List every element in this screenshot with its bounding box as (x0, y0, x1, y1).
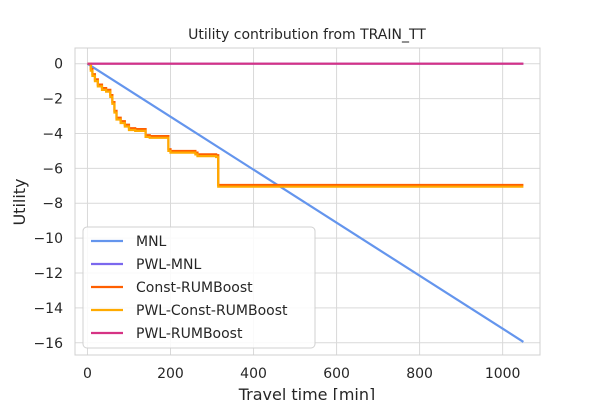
y-tick-label: 0 (54, 57, 63, 73)
y-tick-label: −16 (33, 336, 63, 352)
tick-labels: 0 200 400 600 800 1000 0 −2 −4 −6 −8 −10 −12 −14 −16 (33, 57, 520, 382)
x-tick-label: 400 (240, 366, 267, 382)
y-tick-label: −10 (33, 231, 63, 247)
y-tick-label: −14 (33, 301, 63, 317)
legend: MNL PWL-MNL Const-RUMBoost PWL-Const-RUMBoo… (82, 226, 316, 349)
y-tick-label: −6 (42, 161, 63, 177)
x-axis-label: Travel time [min] (238, 385, 376, 400)
plot-area-frame (74, 47, 541, 356)
y-axis-label: Utility (10, 178, 29, 225)
series-line-const-rumboost (87, 62, 524, 187)
x-tick-label: 0 (83, 366, 92, 382)
legend-label-pwl-mnl: PWL-MNL (136, 257, 201, 273)
legend-label-const-rumboost: Const-RUMBoost (136, 280, 253, 296)
y-tick-label: −12 (33, 266, 63, 282)
chart-title: Utility contribution from TRAIN_TT (188, 27, 426, 43)
x-tick-label: 600 (323, 366, 350, 382)
series-line-mnl (86, 62, 524, 343)
legend-label-pwl-rumboost: PWL-RUMBoost (136, 326, 243, 342)
x-tick-label: 800 (406, 366, 433, 382)
y-tick-label: −8 (42, 196, 63, 212)
series-line-pwl-const-rumboost (87, 62, 524, 188)
y-tick-label: −2 (42, 92, 63, 108)
legend-box (82, 226, 316, 349)
x-tick-label: 1000 (485, 366, 521, 382)
legend-label-pwl-const-rumboost: PWL-Const-RUMBoost (136, 303, 288, 319)
legend-label-mnl: MNL (136, 234, 167, 250)
y-tick-label: −4 (42, 126, 63, 142)
x-tick-label: 200 (157, 366, 184, 382)
series-lines (86, 62, 524, 343)
